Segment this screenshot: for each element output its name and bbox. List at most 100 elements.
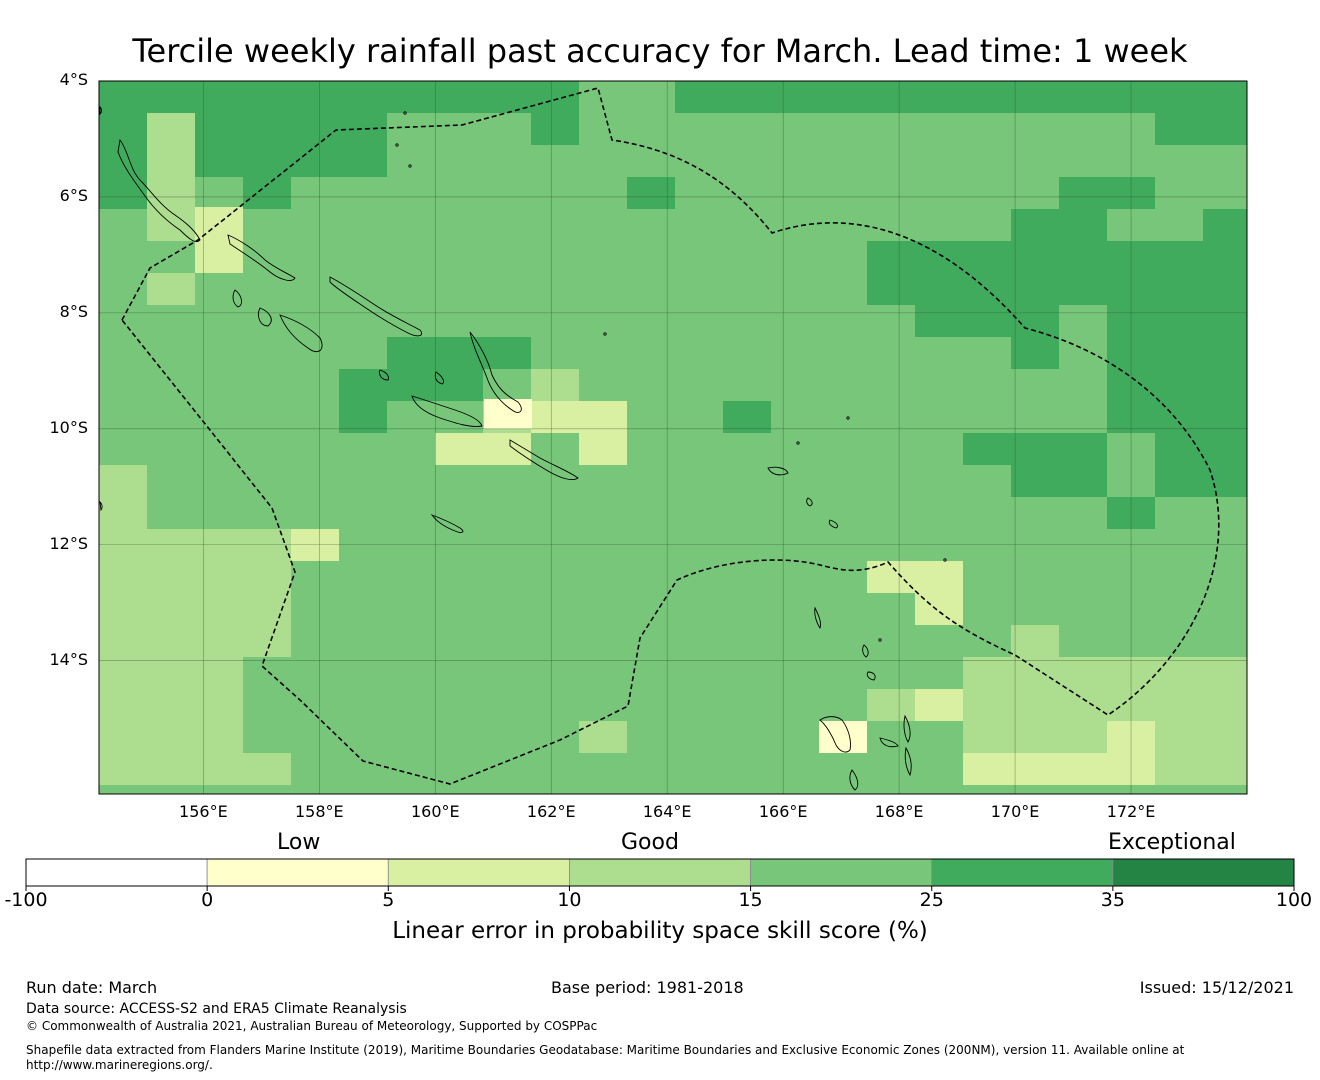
grid-cell	[1203, 753, 1247, 785]
grid-cell	[1059, 721, 1107, 753]
graticule	[99, 81, 1247, 794]
grid-cell	[195, 689, 243, 721]
grid-cell	[1155, 305, 1203, 337]
islet	[878, 638, 882, 642]
grid-cell	[243, 561, 291, 593]
grid-cell	[1059, 241, 1107, 273]
issued-date: Issued: 15/12/2021	[1139, 978, 1294, 997]
grid-cell	[915, 81, 963, 113]
grid-cell	[1155, 81, 1203, 113]
grid-cell	[195, 625, 243, 657]
grid-cell	[147, 657, 195, 689]
grid-cell	[99, 177, 147, 209]
grid-cell	[99, 689, 147, 721]
grid-cell	[483, 433, 531, 465]
colorbar-title: Linear error in probability space skill …	[392, 918, 928, 944]
chart-title: Tercile weekly rainfall past accuracy fo…	[132, 32, 1188, 70]
grid-cell	[1203, 689, 1247, 721]
grid-cell	[99, 497, 147, 529]
islet	[395, 143, 399, 147]
grid-cell	[531, 81, 579, 113]
grid-cell	[99, 721, 147, 753]
grid-cell	[1203, 209, 1247, 241]
grid-cell	[195, 753, 243, 785]
grid-cell	[195, 145, 243, 177]
grid-cell	[1155, 689, 1203, 721]
colorbar-tick-label: -100	[4, 889, 48, 911]
grid-cell	[243, 753, 291, 785]
grid-cell	[1203, 721, 1247, 753]
grid-cell	[1059, 753, 1107, 785]
colorbar-frame	[25, 858, 1295, 887]
grid-cell	[963, 337, 1011, 369]
grid-cell	[99, 81, 147, 113]
eez-boundary	[121, 87, 1220, 785]
island-outline	[828, 519, 839, 529]
longitude-label: 166°E	[758, 802, 808, 821]
grid-cell	[1059, 433, 1107, 465]
grid-cell	[867, 81, 915, 113]
colorbar-tick-label: 0	[201, 889, 214, 911]
grid-cell	[195, 593, 243, 625]
grid-cell	[147, 81, 195, 113]
grid-cell	[387, 369, 435, 401]
grid-cell	[99, 561, 147, 593]
grid-cell	[1203, 305, 1247, 337]
grid-cell	[1011, 241, 1059, 273]
grid-cell	[963, 81, 1011, 113]
colorbar-tick-label: 100	[1275, 889, 1313, 911]
colorbar-segment	[206, 858, 389, 887]
grid-cell	[291, 113, 339, 145]
grid-cell	[387, 337, 435, 369]
coastlines	[99, 105, 947, 791]
grid-cell	[579, 721, 627, 753]
longitude-label: 172°E	[1106, 802, 1156, 821]
grid-cell	[243, 177, 291, 209]
skill-grid	[99, 81, 1247, 794]
grid-cell	[99, 145, 147, 177]
latitude-label: 10°S	[49, 417, 88, 437]
latitude-label: 6°S	[59, 185, 88, 205]
grid-cell	[1059, 657, 1107, 689]
grid-cell	[1059, 273, 1107, 305]
grid-cell	[867, 273, 915, 305]
colorbar-tick-label: 35	[1100, 889, 1125, 911]
grid-cell	[1203, 657, 1247, 689]
grid-cell	[195, 657, 243, 689]
grid-cell	[1203, 273, 1247, 305]
data-source: Data source: ACCESS-S2 and ERA5 Climate …	[26, 1001, 407, 1017]
grid-cell	[483, 337, 531, 369]
island-outline	[329, 276, 423, 337]
run-date: Run date: March	[26, 978, 158, 997]
islet	[943, 558, 947, 562]
grid-cell	[147, 209, 195, 241]
longitude-label: 156°E	[179, 802, 228, 821]
grid-cell	[435, 433, 483, 465]
grid-cell	[963, 305, 1011, 337]
grid-cell	[99, 753, 147, 785]
grid-cell	[627, 177, 675, 209]
colorbar-segment	[931, 858, 1114, 887]
grid-cell	[99, 209, 147, 241]
grid-cell	[531, 369, 579, 401]
grid-cell	[99, 657, 147, 689]
grid-cell	[1011, 721, 1059, 753]
island-outline	[862, 644, 869, 658]
island-outline	[903, 714, 911, 743]
grid-cell	[147, 721, 195, 753]
grid-cell	[723, 401, 771, 433]
grid-cell	[1059, 337, 1107, 369]
longitude-label: 162°E	[526, 802, 576, 821]
grid-cell	[1155, 753, 1203, 785]
island-outline	[232, 289, 242, 308]
grid-cell	[484, 399, 532, 429]
island-outline	[469, 331, 522, 413]
grid-cell	[867, 689, 915, 721]
grid-cell	[1203, 81, 1247, 113]
islet	[403, 111, 407, 115]
grid-cell	[147, 689, 195, 721]
grid-cell	[99, 465, 147, 497]
colorbar-segment	[1112, 858, 1295, 887]
colorbar-segment	[569, 858, 751, 887]
grid-cell	[243, 113, 291, 145]
